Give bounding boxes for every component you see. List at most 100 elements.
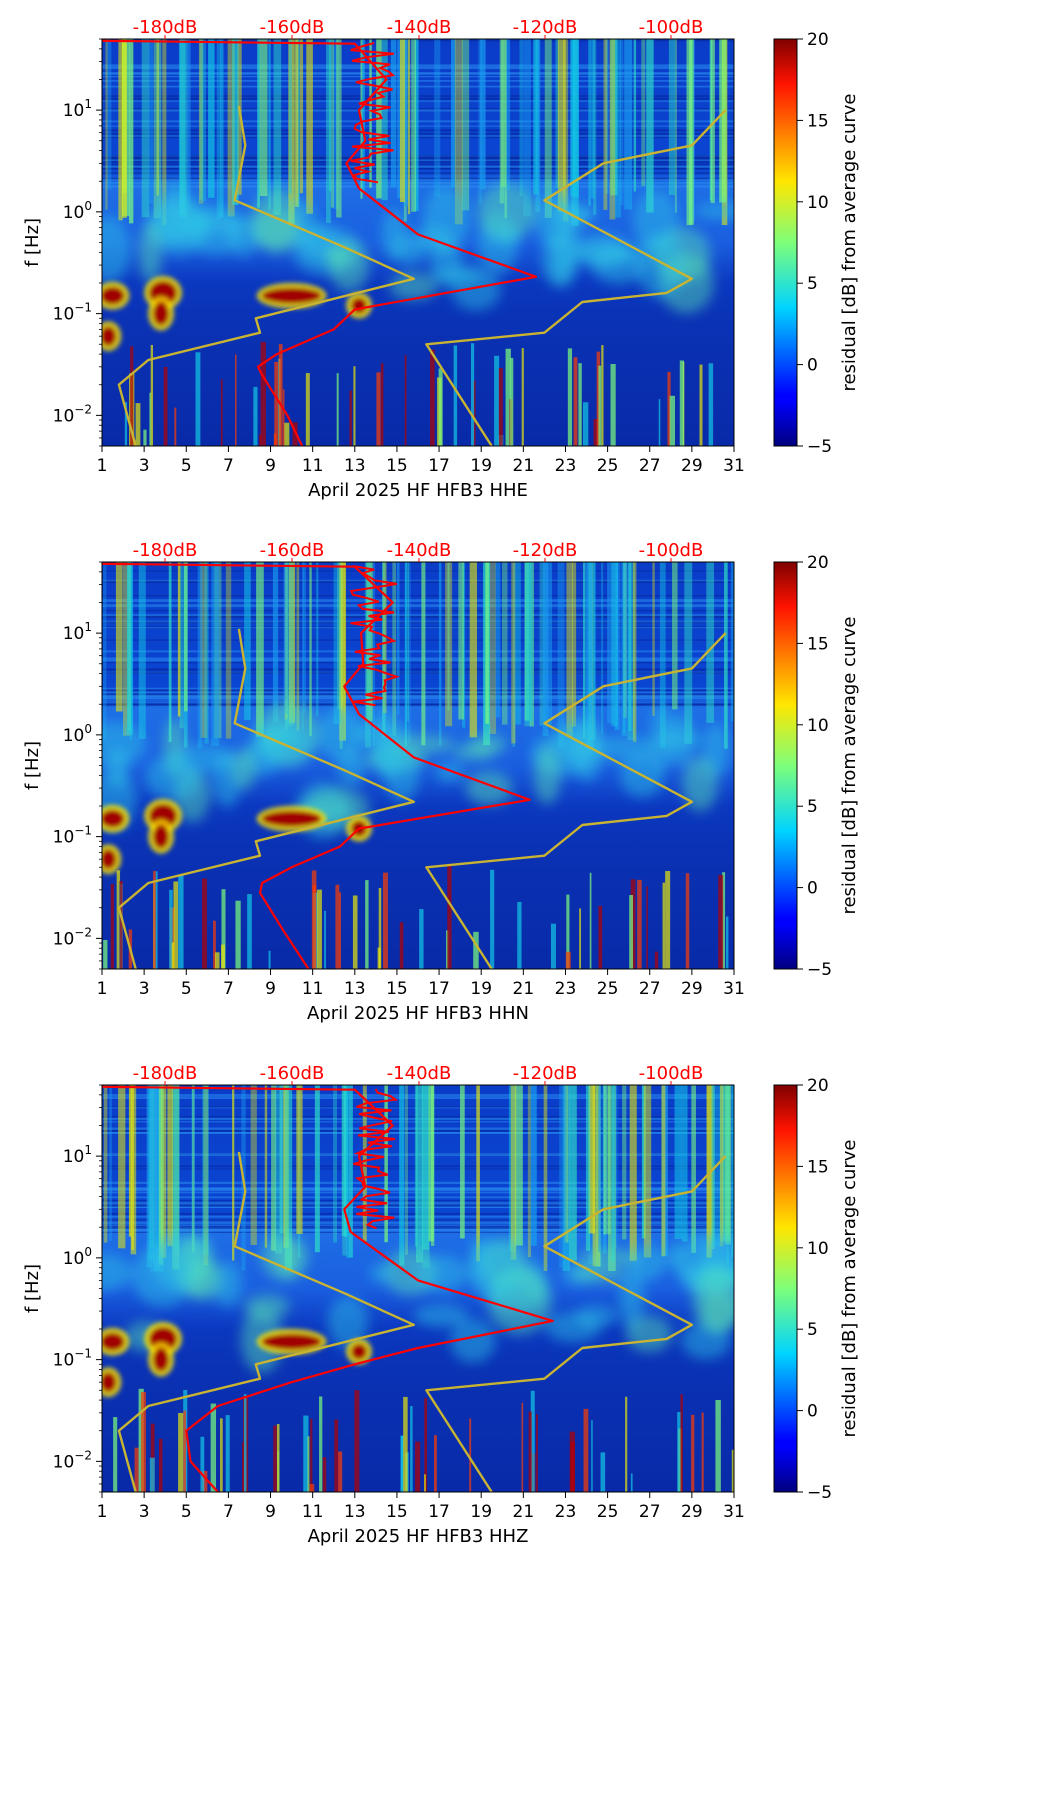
day-stripe xyxy=(524,562,530,721)
lf-transient xyxy=(579,908,582,969)
glow-blob xyxy=(422,186,470,253)
day-stripe xyxy=(399,1085,405,1266)
day-stripe xyxy=(610,39,618,196)
glow-blob xyxy=(465,771,513,806)
lf-transient xyxy=(116,870,121,969)
day-stripe xyxy=(615,39,622,218)
lf-transient xyxy=(110,883,114,969)
x-tick-label: 15 xyxy=(386,456,408,476)
lf-transient xyxy=(149,392,152,446)
y-tick-label: 10−2 xyxy=(53,1448,92,1472)
glow-blob xyxy=(232,748,257,790)
day-stripe xyxy=(343,562,346,740)
lf-transient xyxy=(498,367,503,446)
day-stripe xyxy=(622,1085,627,1240)
day-stripe xyxy=(203,1085,209,1266)
x-tick-label: 31 xyxy=(723,1502,745,1522)
day-stripe xyxy=(414,39,419,211)
spectrogram xyxy=(102,1085,734,1492)
y-tick-label: 10−1 xyxy=(53,1347,92,1371)
lf-transient xyxy=(566,894,570,969)
day-stripe xyxy=(366,562,373,722)
hot-spot xyxy=(102,1332,125,1351)
noise-band xyxy=(102,621,734,624)
glow-blob xyxy=(650,704,673,772)
hot-spot xyxy=(152,301,169,326)
day-stripe xyxy=(454,39,463,225)
lf-transient xyxy=(404,354,407,446)
day-stripe xyxy=(156,39,160,196)
colorbar-tick-label: 10 xyxy=(807,716,829,736)
lf-transient xyxy=(141,1391,146,1492)
day-stripe xyxy=(598,1085,601,1252)
hot-spot xyxy=(261,287,322,304)
noise-band xyxy=(102,668,734,672)
glow-blob xyxy=(692,1267,734,1334)
day-stripe xyxy=(478,39,483,205)
day-stripe xyxy=(123,562,131,736)
glow-blob xyxy=(534,746,561,805)
day-stripe xyxy=(128,1085,132,1237)
lf-transient xyxy=(324,910,326,969)
day-stripe xyxy=(107,39,112,190)
day-stripe xyxy=(593,562,596,740)
day-stripe xyxy=(369,39,372,188)
glow-blob xyxy=(682,756,718,812)
day-stripe xyxy=(259,39,268,197)
day-stripe xyxy=(158,1085,164,1265)
lf-transient xyxy=(200,1436,205,1492)
day-stripe xyxy=(227,39,235,217)
noise-band xyxy=(102,689,734,692)
x-tick-label: 5 xyxy=(181,1502,192,1522)
top-axis-label: -160dB xyxy=(260,1063,325,1084)
day-stripe xyxy=(202,1085,209,1255)
lf-transient xyxy=(528,1411,532,1492)
lf-transient xyxy=(665,870,671,969)
y-tick-label: 101 xyxy=(63,1143,92,1167)
microseism-glow xyxy=(102,700,730,839)
noise-band xyxy=(102,604,734,608)
spectrogram xyxy=(102,39,734,446)
day-stripe xyxy=(167,1085,173,1247)
glow-blob xyxy=(452,743,494,761)
day-stripe xyxy=(511,562,516,744)
day-stripe xyxy=(105,39,108,210)
lf-transient xyxy=(410,1406,413,1492)
y-axis-label: f [Hz] xyxy=(22,218,43,267)
day-stripe xyxy=(303,562,307,713)
day-stripe xyxy=(527,1085,531,1258)
colorbar-tick-label: 0 xyxy=(807,879,818,899)
lf-transient xyxy=(591,1420,593,1492)
day-stripe xyxy=(288,562,296,724)
lf-transient xyxy=(378,887,382,969)
noise-band xyxy=(102,695,734,699)
day-stripe xyxy=(583,562,586,739)
y-tick-label: 101 xyxy=(63,97,92,121)
glow-blob xyxy=(578,1248,642,1267)
hot-spot xyxy=(102,809,125,828)
lf-transient xyxy=(158,1438,163,1492)
day-stripe xyxy=(128,39,134,224)
colorbar-tick-label: 0 xyxy=(807,1402,818,1422)
lf-transient xyxy=(220,1418,223,1492)
day-stripe xyxy=(585,1085,591,1251)
y-tick-label: 100 xyxy=(63,722,92,746)
x-tick-label: 23 xyxy=(555,979,577,999)
day-stripe xyxy=(336,39,342,218)
day-stripe xyxy=(684,562,693,744)
day-stripe xyxy=(211,562,220,746)
hot-spot xyxy=(152,1347,169,1372)
day-stripe xyxy=(621,562,628,736)
day-stripe xyxy=(608,1085,616,1271)
x-tick-label: 9 xyxy=(265,979,276,999)
day-stripe xyxy=(220,39,224,218)
day-stripe xyxy=(706,562,715,723)
lf-transient xyxy=(658,399,661,446)
colorbar-tick-label: 15 xyxy=(807,111,829,131)
day-stripe xyxy=(706,1085,712,1258)
day-stripe xyxy=(191,1085,195,1252)
day-stripe xyxy=(674,1085,682,1239)
day-stripe xyxy=(555,39,560,188)
lf-transient xyxy=(490,869,495,969)
